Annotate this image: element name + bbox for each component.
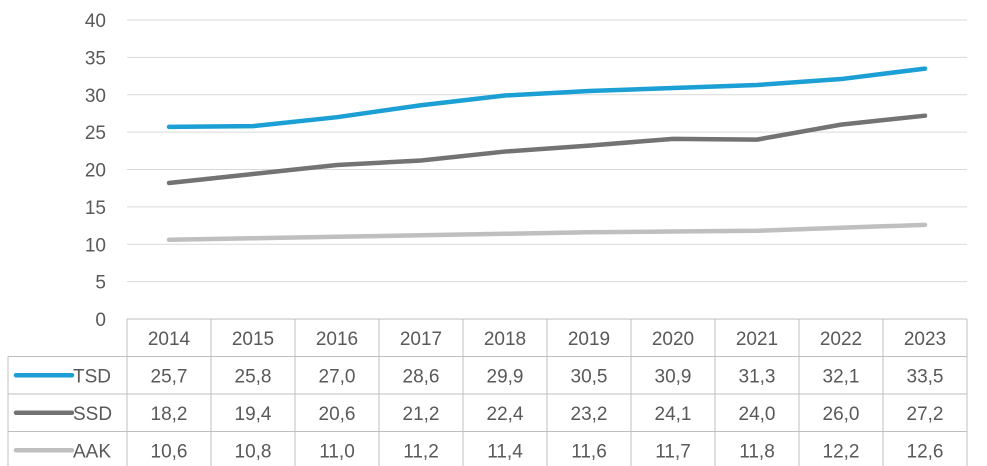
y-tick-label: 10 [85, 235, 106, 256]
legend-label: AAK [73, 441, 111, 462]
x-category-label: 2023 [904, 329, 946, 350]
data-table-value: 11,0 [319, 441, 355, 462]
x-axis-categories: 2014 2015 2016 2017 2018 2019 2020 2021 2022 2023 [148, 329, 946, 350]
x-category-label: 2020 [652, 329, 694, 350]
data-table-value: 25,8 [235, 366, 272, 387]
x-category-label: 2018 [484, 329, 526, 350]
y-tick-label: 15 [85, 198, 106, 219]
data-table-value: 26,0 [823, 404, 860, 425]
legend-label: SSD [73, 404, 112, 425]
x-category-label: 2021 [736, 329, 778, 350]
x-category-label: 2022 [820, 329, 862, 350]
data-table-value: 11,2 [403, 441, 439, 462]
series-line-tsd [166, 66, 928, 130]
series-line-aak [166, 222, 928, 243]
data-table-value: 27,2 [907, 404, 944, 425]
series-line-ssd [166, 113, 928, 186]
y-tick-label: 5 [95, 273, 106, 294]
data-table-value: 12,6 [907, 441, 944, 462]
series-lines [166, 66, 928, 243]
y-tick-label: 0 [95, 310, 106, 331]
y-tick-label: 40 [85, 11, 106, 32]
legend-label: TSD [73, 366, 111, 387]
data-table-value: 18,2 [151, 404, 188, 425]
y-tick-label: 30 [85, 86, 106, 107]
y-tick-label: 20 [85, 161, 106, 182]
data-table-value: 24,1 [655, 404, 692, 425]
x-category-label: 2015 [232, 329, 274, 350]
data-table-value: 31,3 [739, 366, 776, 387]
data-table-value: 11,7 [655, 441, 691, 462]
y-tick-label: 35 [85, 48, 106, 69]
x-category-label: 2016 [316, 329, 358, 350]
y-tick-label: 25 [85, 123, 106, 144]
data-table-value: 30,5 [571, 366, 608, 387]
data-table-value: 28,6 [403, 366, 440, 387]
data-table-value: 30,9 [655, 366, 692, 387]
data-table-value: 11,6 [571, 441, 607, 462]
data-table-value: 32,1 [823, 366, 860, 387]
data-table-value: 27,0 [319, 366, 356, 387]
x-category-label: 2017 [400, 329, 442, 350]
data-table-value: 11,8 [739, 441, 775, 462]
data-table-value: 23,2 [571, 404, 608, 425]
x-category-label: 2014 [148, 329, 191, 350]
data-table-value: 11,4 [487, 441, 523, 462]
data-table-value: 33,5 [907, 366, 944, 387]
data-table-value: 29,9 [487, 366, 524, 387]
data-table: TSD 25,7 25,8 27,0 28,6 29,9 30,5 30,9 31,3 32,1 3… [13, 366, 944, 462]
data-table-value: 22,4 [487, 404, 524, 425]
data-table-value: 24,0 [739, 404, 776, 425]
data-table-lines [7, 318, 968, 466]
data-table-value: 20,6 [319, 404, 356, 425]
data-table-value: 21,2 [403, 404, 440, 425]
data-table-value: 10,8 [235, 441, 272, 462]
data-table-value: 10,6 [151, 441, 188, 462]
data-table-value: 12,2 [823, 441, 860, 462]
y-axis-ticks: 0 5 10 15 20 25 30 35 40 [85, 11, 106, 331]
x-category-label: 2019 [568, 329, 610, 350]
data-table-value: 19,4 [235, 404, 272, 425]
data-table-value: 25,7 [151, 366, 188, 387]
